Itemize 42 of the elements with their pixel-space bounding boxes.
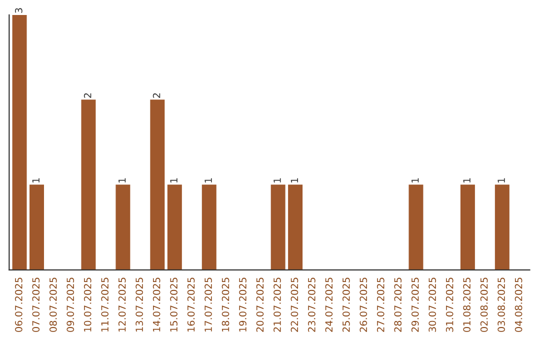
x-tick-label: 04.08.2025: [514, 278, 522, 332]
x-tick-label: 02.08.2025: [480, 278, 488, 332]
x-tick-label: 10.07.2025: [84, 278, 92, 332]
x-tick-label: 27.07.2025: [376, 278, 384, 332]
x-tick-label: 26.07.2025: [360, 278, 368, 332]
x-tick-label: 18.07.2025: [222, 278, 230, 332]
x-tick-label: 28.07.2025: [394, 278, 402, 332]
x-tick-label: 09.07.2025: [66, 278, 74, 332]
x-tick-label: 07.07.2025: [32, 278, 40, 332]
x-tick-label: 16.07.2025: [187, 278, 195, 332]
data-label: 1: [274, 178, 281, 183]
x-tick-label: 12.07.2025: [118, 278, 126, 332]
x-tick-label: 01.08.2025: [463, 278, 471, 332]
x-tick-label: 31.07.2025: [446, 278, 454, 332]
x-tick-label: 14.07.2025: [152, 278, 160, 332]
x-tick-label: 24.07.2025: [325, 278, 333, 332]
x-tick-label: 30.07.2025: [428, 278, 436, 332]
x-tick-label: 15.07.2025: [170, 278, 178, 332]
data-label: 1: [412, 178, 419, 183]
x-tick-label: 21.07.2025: [274, 278, 281, 332]
x-tick-label: 25.07.2025: [342, 278, 350, 332]
data-label: 1: [118, 178, 126, 183]
x-tick-label: 17.07.2025: [204, 278, 212, 332]
x-tick-label: 11.07.2025: [101, 278, 109, 332]
data-label: 1: [290, 178, 298, 183]
x-tick-label: 20.07.2025: [256, 278, 264, 332]
data-label: 1: [204, 178, 212, 183]
x-tick-label: 13.07.2025: [136, 278, 144, 332]
x-tick-label: 22.07.2025: [290, 278, 298, 332]
data-label: 3: [14, 8, 22, 13]
data-label: 1: [498, 178, 505, 183]
x-tick-label: 08.07.2025: [49, 278, 57, 332]
x-tick-label: 23.07.2025: [308, 278, 316, 332]
data-label: 2: [152, 93, 160, 98]
x-tick-label: 29.07.2025: [411, 278, 419, 332]
data-label: 1: [170, 178, 178, 183]
data-label: 1: [463, 178, 470, 183]
data-label: 2: [84, 93, 92, 98]
x-tick-label: 03.08.2025: [498, 278, 505, 332]
x-tick-label: 19.07.2025: [239, 278, 246, 332]
data-label: 1: [32, 178, 40, 183]
x-tick-label: 06.07.2025: [14, 278, 22, 332]
